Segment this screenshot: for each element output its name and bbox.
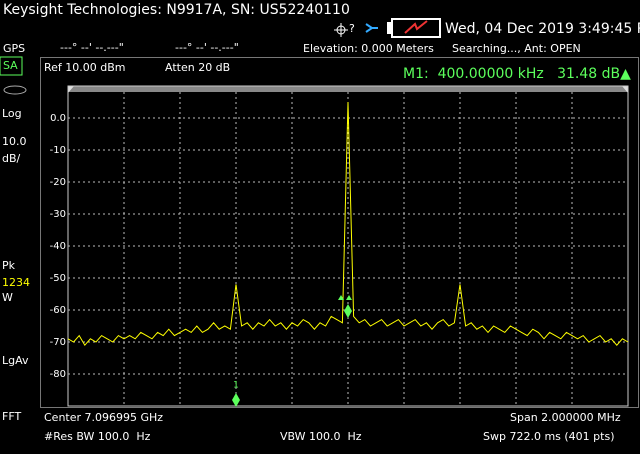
marker-1 (232, 393, 240, 407)
y-tick-label: -50 (50, 273, 66, 284)
delta-arrows (338, 295, 352, 300)
ref-level: Ref 10.00 dBm (44, 61, 126, 74)
res-bw: #Res BW 100.0 Hz (44, 430, 151, 443)
sweep: Swp 722.0 ms (401 pts) (483, 430, 615, 443)
device-title: Keysight Technologies: N9917A, SN: US522… (3, 2, 350, 18)
y-tick-label: -10 (50, 145, 66, 156)
y-tick-label: -20 (50, 177, 66, 188)
span: Span 2.000000 MHz (510, 411, 621, 424)
mode-box (0, 56, 23, 76)
attenuation: Atten 20 dB (165, 61, 230, 74)
gps-latitude: ---° --' --.---" (60, 41, 124, 54)
marker-readout: M1: 400.00000 kHz 31.48 dB▲ (403, 66, 631, 82)
scale: Log (2, 107, 22, 120)
mode-icon (3, 85, 27, 95)
vbw: VBW 100.0 Hz (280, 430, 362, 443)
gps-label: GPS (3, 42, 25, 55)
help-icon: ? (349, 22, 355, 35)
battery-icon (387, 18, 441, 38)
fft: FFT (2, 410, 21, 423)
marker-reference (344, 304, 352, 318)
y-tick-label: -60 (50, 305, 66, 316)
gps-icon (334, 23, 348, 37)
scale-value: 10.0 (2, 135, 27, 148)
center-frequency: Center 7.096995 GHz (44, 411, 163, 424)
y-tick-label: -30 (50, 209, 66, 220)
elevation: Elevation: 0.000 Meters (303, 42, 434, 55)
scale-unit: dB/ (2, 152, 21, 165)
y-tick-label: 0.0 (50, 113, 66, 124)
top-strip (68, 86, 628, 92)
detector: Pk (2, 259, 16, 272)
datetime: Wed, 04 Dec 2019 3:49:45 PM (445, 21, 640, 37)
y-tick-label: -70 (50, 337, 66, 348)
trace (67, 101, 629, 347)
usb-icon (365, 23, 378, 33)
average: LgAv (2, 354, 29, 367)
chart-frame (40, 57, 639, 408)
traces: 1234 (2, 276, 30, 289)
y-tick-label: -40 (50, 241, 66, 252)
marker-label: 1 (233, 381, 239, 391)
y-tick-label: -80 (50, 369, 66, 380)
gps-status: Searching..., Ant: OPEN (452, 42, 581, 55)
gps-longitude: ---° --' --.---" (175, 41, 239, 54)
vertical-grid (123, 92, 573, 406)
trace-mode: W (2, 291, 13, 304)
mode: SA (3, 59, 18, 72)
